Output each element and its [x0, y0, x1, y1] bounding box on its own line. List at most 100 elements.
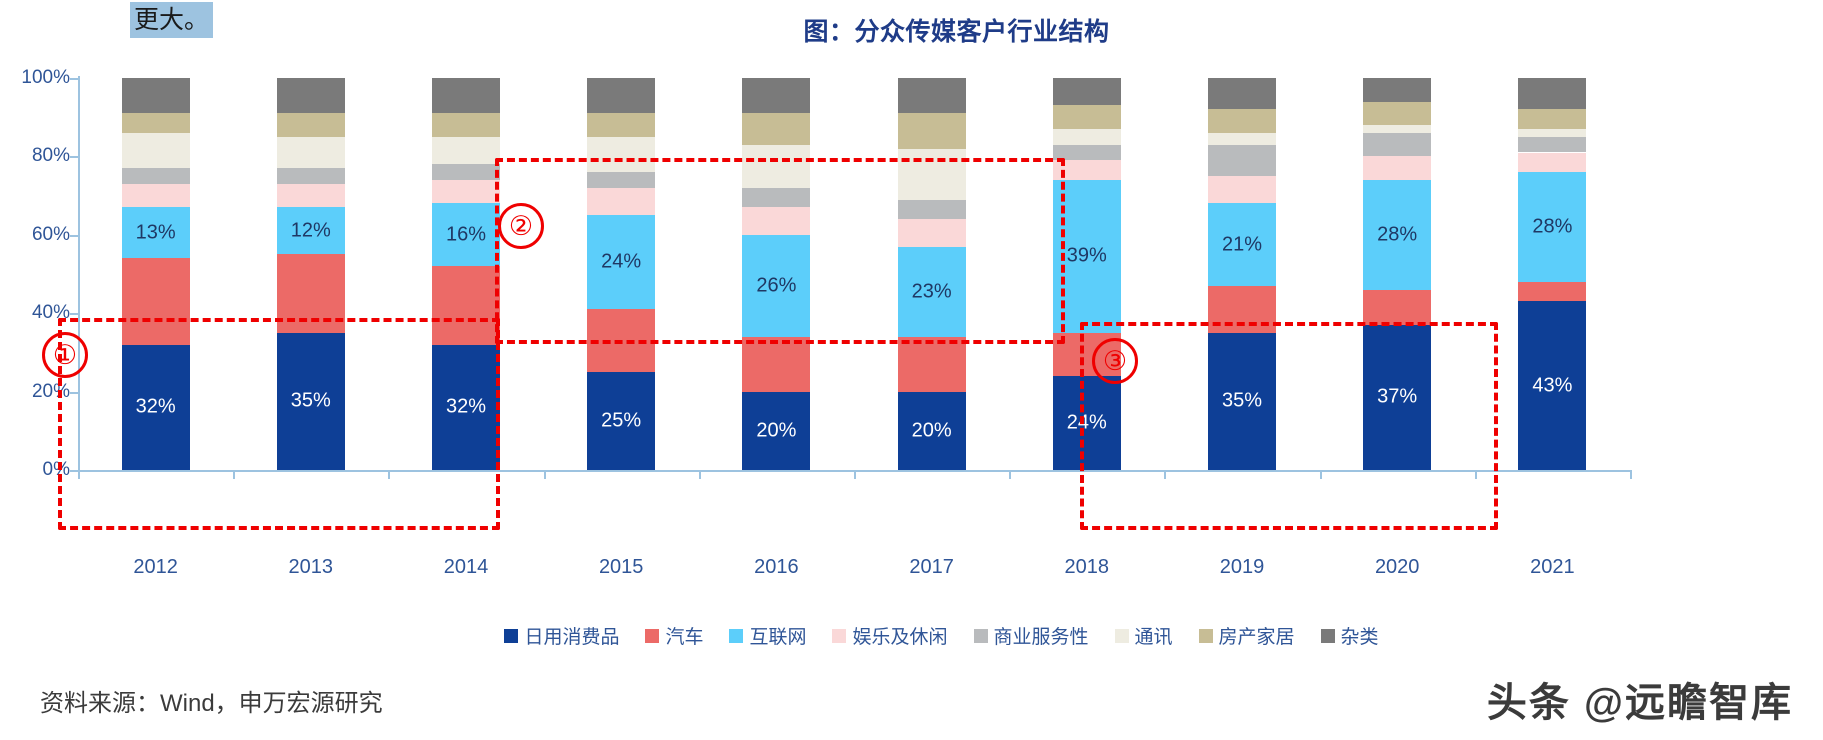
bar-segment-互联网[interactable]: 28%	[1518, 172, 1587, 282]
legend-item-杂类[interactable]: 杂类	[1320, 622, 1379, 649]
bar-2021[interactable]: 43% 28%	[1518, 78, 1587, 470]
bar-segment-杂类[interactable]	[742, 78, 811, 114]
bar-2014[interactable]: 32% 16%	[432, 78, 500, 470]
x-axis-tick-mark	[854, 470, 856, 479]
bar-segment-汽车[interactable]	[1363, 289, 1432, 325]
bar-segment-娱乐及休闲[interactable]	[1208, 176, 1276, 204]
bar-segment-杂类[interactable]	[432, 78, 500, 114]
bar-segment-汽车[interactable]	[742, 336, 811, 392]
bar-segment-通讯[interactable]	[1208, 132, 1276, 145]
legend-item-汽车[interactable]: 汽车	[645, 622, 703, 649]
legend-item-通讯[interactable]: 通讯	[1114, 622, 1173, 649]
x-axis-label-2014: 2014	[443, 556, 489, 578]
y-axis-tick-mark	[70, 313, 78, 316]
bar-segment-互联网[interactable]: 12%	[276, 207, 345, 255]
bar-segment-日用消费品[interactable]: 20%	[897, 391, 966, 470]
bar-segment-房产家居[interactable]	[276, 113, 345, 137]
bar-segment-房产家居[interactable]	[121, 113, 190, 133]
y-axis-line	[78, 76, 80, 472]
bar-segment-汽车[interactable]	[432, 266, 500, 345]
bar-segment-杂类[interactable]	[897, 78, 966, 114]
bar-segment-娱乐及休闲[interactable]	[897, 219, 966, 247]
bar-segment-互联网[interactable]: 21%	[1208, 203, 1276, 286]
highlighted-note: 更大。	[130, 2, 214, 38]
bar-segment-杂类[interactable]	[1208, 78, 1276, 110]
bar-segment-日用消费品[interactable]: 25%	[587, 372, 656, 470]
bar-segment-互联网[interactable]: 13%	[121, 207, 190, 259]
bar-segment-通讯[interactable]	[121, 132, 190, 169]
bar-segment-互联网[interactable]: 16%	[432, 203, 500, 267]
bar-segment-房产家居[interactable]	[432, 113, 500, 137]
bar-segment-汽车[interactable]	[897, 336, 966, 392]
bar-segment-杂类[interactable]	[1518, 78, 1587, 110]
bar-segment-娱乐及休闲[interactable]	[1518, 152, 1587, 173]
page-title: 图：分众传媒客户行业结构	[803, 18, 1110, 46]
y-axis-tick-label: 80%	[31, 145, 70, 167]
bar-segment-娱乐及休闲[interactable]	[121, 183, 190, 208]
legend-item-娱乐及休闲[interactable]: 娱乐及休闲	[832, 622, 948, 649]
annotation-box-1	[58, 318, 500, 530]
legend-item-互联网[interactable]: 互联网	[729, 622, 806, 649]
bar-segment-杂类[interactable]	[587, 78, 656, 114]
bar-segment-通讯[interactable]	[897, 148, 966, 200]
bar-segment-通讯[interactable]	[276, 136, 345, 169]
bar-segment-汽车[interactable]	[1518, 281, 1587, 302]
x-axis-label-2021: 2021	[1530, 556, 1575, 578]
bar-segment-商业服务性[interactable]	[276, 168, 345, 184]
legend-swatch-icon	[832, 628, 847, 643]
bar-segment-房产家居[interactable]	[1208, 109, 1276, 133]
legend-swatch-icon	[973, 628, 988, 643]
bar-segment-杂类[interactable]	[121, 78, 190, 114]
y-axis-tick-label: 40%	[31, 302, 70, 324]
bar-segment-label: 21%	[1221, 233, 1263, 256]
watermark: 头条 @远瞻智库	[1486, 681, 1793, 725]
bar-segment-房产家居[interactable]	[742, 113, 811, 145]
bar-segment-通讯[interactable]	[1518, 128, 1587, 137]
bar-segment-商业服务性[interactable]	[897, 199, 966, 220]
bar-segment-杂类[interactable]	[1363, 78, 1432, 102]
bar-segment-娱乐及休闲[interactable]	[432, 179, 500, 204]
bar-segment-通讯[interactable]	[1052, 128, 1121, 145]
bar-2015[interactable]: 25% 24%	[587, 78, 656, 470]
bar-segment-商业服务性[interactable]	[1208, 144, 1276, 176]
bar-segment-日用消费品[interactable]: 43%	[1518, 301, 1587, 470]
bar-segment-日用消费品[interactable]: 35%	[276, 332, 345, 470]
bar-segment-房产家居[interactable]	[897, 113, 966, 149]
bar-segment-商业服务性[interactable]	[121, 168, 190, 184]
legend-swatch-icon	[1114, 628, 1129, 643]
bar-segment-日用消费品[interactable]: 35%	[1208, 332, 1276, 470]
bar-segment-商业服务性[interactable]	[742, 187, 811, 208]
legend-item-日用消费品[interactable]: 日用消费品	[504, 622, 619, 649]
annotation-marker-1: ①	[42, 332, 88, 378]
bar-segment-房产家居[interactable]	[1052, 105, 1121, 129]
bar-segment-label: 43%	[1532, 374, 1573, 397]
bar-segment-通讯[interactable]	[1363, 125, 1432, 133]
bar-segment-杂类[interactable]	[1052, 78, 1121, 106]
bar-segment-娱乐及休闲[interactable]	[276, 183, 345, 208]
bar-segment-娱乐及休闲[interactable]	[1052, 160, 1121, 180]
bar-segment-商业服务性[interactable]	[1052, 144, 1121, 161]
bar-segment-娱乐及休闲[interactable]	[587, 187, 656, 216]
y-axis-tick-mark	[70, 156, 78, 159]
bar-segment-商业服务性[interactable]	[1363, 132, 1432, 157]
bar-segment-通讯[interactable]	[742, 144, 811, 188]
bar-segment-娱乐及休闲[interactable]	[742, 207, 811, 235]
bar-segment-互联网[interactable]: 28%	[1363, 179, 1432, 290]
legend-item-房产家居[interactable]: 房产家居	[1198, 622, 1295, 649]
bar-segment-通讯[interactable]	[587, 136, 656, 173]
bar-segment-房产家居[interactable]	[587, 113, 656, 137]
legend-label: 日用消费品	[524, 627, 620, 648]
x-axis-label-2013: 2013	[288, 556, 334, 578]
bar-segment-商业服务性[interactable]	[1518, 136, 1587, 153]
bar-segment-商业服务性[interactable]	[587, 172, 656, 188]
bar-segment-娱乐及休闲[interactable]	[1363, 156, 1432, 180]
bar-segment-日用消费品[interactable]: 20%	[742, 391, 811, 470]
bar-segment-杂类[interactable]	[276, 78, 345, 114]
bar-segment-房产家居[interactable]	[1363, 101, 1432, 126]
bar-segment-房产家居[interactable]	[1518, 109, 1587, 129]
legend-item-商业服务性[interactable]: 商业服务性	[973, 622, 1089, 649]
x-axis-label-2015: 2015	[598, 556, 644, 578]
bar-segment-汽车[interactable]	[121, 258, 190, 345]
bar-segment-商业服务性[interactable]	[432, 164, 500, 180]
bar-segment-通讯[interactable]	[432, 136, 500, 165]
